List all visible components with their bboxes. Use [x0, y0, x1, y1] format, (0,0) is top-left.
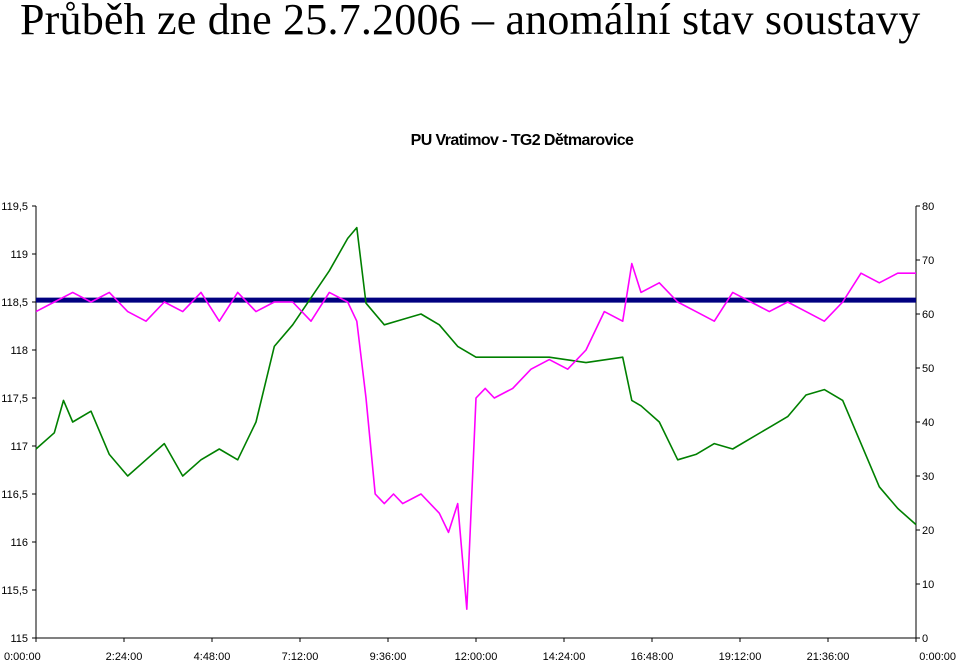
y2-tick-label: 80 — [922, 201, 934, 213]
x-tick-label: 19:12:00 — [719, 651, 762, 663]
x-tick-label: 14:24:00 — [543, 651, 586, 663]
y2-tick-label: 20 — [922, 525, 934, 537]
y-tick-label: 116,5 — [1, 489, 28, 501]
y2-tick-label: 0 — [922, 633, 928, 645]
x-tick-label: 0:00:00 — [919, 651, 956, 663]
x-tick-label: 9:36:00 — [370, 651, 407, 663]
x-tick-label: 0:00:00 — [4, 651, 41, 663]
chart-series — [35, 226, 917, 611]
chart-axes — [32, 205, 920, 642]
y-tick-label: 115 — [10, 633, 28, 645]
y2-tick-label: 50 — [922, 363, 934, 375]
x-tick-label: 21:36:00 — [807, 651, 850, 663]
chart-title: PU Vratimov - TG2 Dětmarovice — [410, 132, 634, 149]
y-tick-label: 118,5 — [1, 297, 28, 309]
x-tick-label: 16:48:00 — [631, 651, 674, 663]
chart-tick-labels: 115 115,5 116 116,5 117 117,5 118 118,5 119 119,5… — [1, 201, 956, 663]
x-tick-label: 7:12:00 — [282, 651, 319, 663]
series-line-left-axis — [35, 262, 916, 611]
x-tick-label: 4:48:00 — [194, 651, 231, 663]
y-tick-label: 119 — [10, 249, 28, 261]
y-tick-label: 117,5 — [1, 393, 28, 405]
y2-tick-label: 30 — [922, 471, 934, 483]
series-line-right-axis — [35, 226, 917, 526]
y-tick-label: 119,5 — [1, 201, 28, 213]
y2-tick-label: 60 — [922, 309, 934, 321]
y2-tick-label: 40 — [922, 417, 934, 429]
y2-tick-label: 10 — [922, 579, 934, 591]
y-tick-label: 117 — [10, 441, 28, 453]
x-tick-label: 12:00:00 — [455, 651, 498, 663]
y-tick-label: 116 — [10, 537, 28, 549]
page-title: Průběh ze dne 25.7.2006 – anomální stav … — [20, 0, 921, 44]
x-tick-label: 2:24:00 — [106, 651, 143, 663]
y-tick-label: 118 — [10, 345, 28, 357]
y2-tick-label: 70 — [922, 255, 934, 267]
y-tick-label: 115,5 — [1, 585, 28, 597]
